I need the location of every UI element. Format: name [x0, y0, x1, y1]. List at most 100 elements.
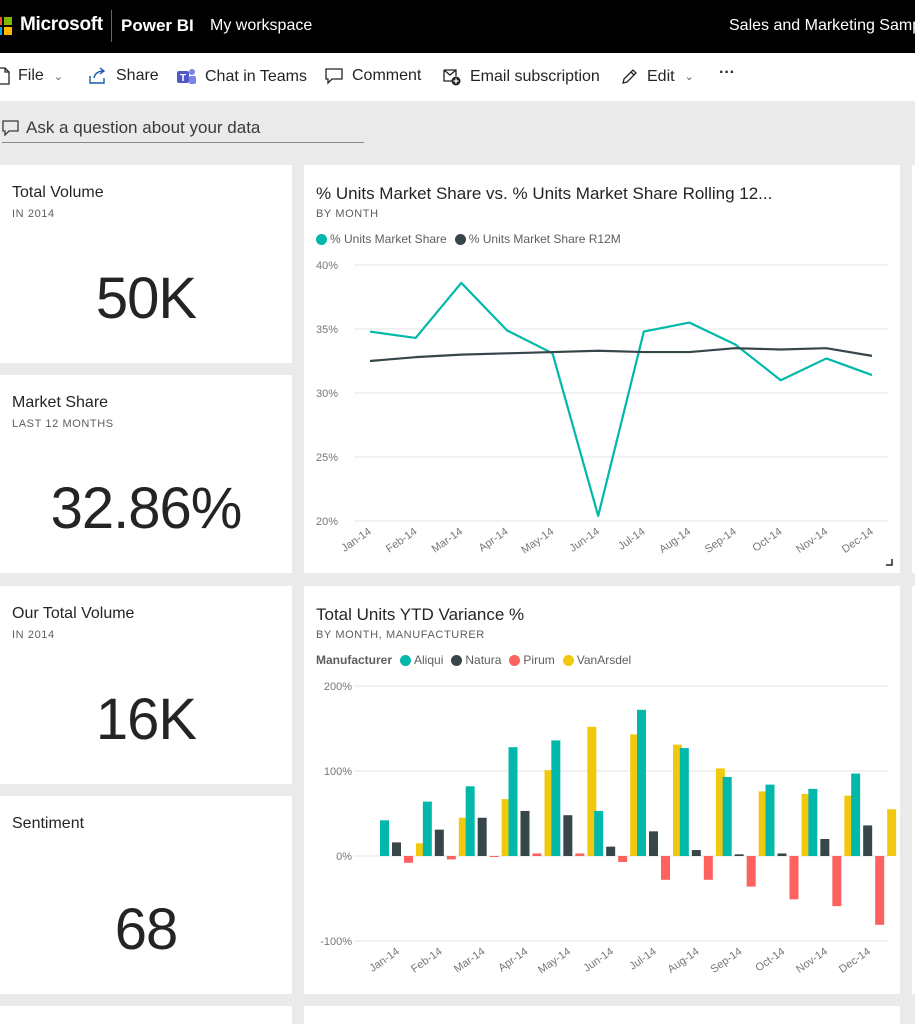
share-label: Share	[116, 67, 159, 84]
chart-subtitle: BY MONTH	[316, 208, 379, 220]
bar	[875, 856, 885, 925]
x-tick-label: Feb-14	[384, 526, 419, 556]
bar	[808, 788, 818, 856]
qa-placeholder: Ask a question about your data	[26, 117, 261, 137]
bar	[649, 831, 658, 856]
y-tick-label: 20%	[316, 516, 338, 528]
bar	[618, 856, 628, 862]
file-icon	[0, 67, 10, 85]
action-toolbar: File ⌄ Share T Chat in Teams Comment Ema…	[0, 53, 915, 101]
chart-legend: Manufacturer Aliqui Natura Pirum VanArsd…	[316, 653, 639, 667]
bar	[630, 734, 640, 856]
x-tick-label: Dec-14	[837, 946, 873, 976]
line-chart-plot: 40% 35% 30% 25% 20%Jan-14 Feb-14 Mar-14 Apr-14 M…	[316, 260, 888, 557]
x-tick-label: May-14	[519, 526, 556, 557]
bar-chart-plot: 200% 100% 0% -100% Jan-14 Feb-14 Mar-14 Apr-14 M…	[320, 681, 897, 977]
tile-partial[interactable]	[304, 1006, 900, 1024]
tile-partial[interactable]	[0, 1006, 292, 1024]
legend-item[interactable]: Pirum	[509, 653, 555, 667]
email-subscription-button[interactable]: Email subscription	[442, 67, 600, 86]
legend-label: % Units Market Share	[330, 232, 447, 246]
comment-icon	[325, 68, 343, 85]
x-tick-label: Jan-14	[339, 526, 373, 555]
bar	[477, 817, 487, 856]
legend-item[interactable]: % Units Market Share R12M	[454, 232, 621, 246]
share-icon	[89, 67, 106, 84]
x-tick-label: Sep-14	[703, 526, 739, 556]
legend-item[interactable]: VanArsdel	[562, 653, 631, 667]
bar	[637, 709, 646, 856]
x-tick-label: Mar-14	[452, 946, 487, 976]
legend-dot	[316, 233, 327, 245]
x-tick-label: Nov-14	[794, 946, 830, 976]
tile-title: Our Total Volume	[12, 605, 135, 622]
chat-in-teams-button[interactable]: T Chat in Teams	[176, 67, 307, 87]
tile-market-share[interactable]: Market Share LAST 12 MONTHS 32.86%	[0, 375, 292, 573]
tile-subtitle: IN 2014	[12, 629, 55, 641]
x-tick-label: Jul-14	[627, 946, 658, 973]
x-tick-label: Nov-14	[794, 526, 830, 556]
x-tick-label: Jan-14	[367, 946, 401, 975]
legend-label: % Units Market Share R12M	[468, 232, 621, 246]
bar	[422, 801, 432, 856]
chevron-down-icon: ⌄	[53, 70, 63, 83]
bar	[520, 810, 530, 856]
bar	[489, 856, 499, 857]
bar	[734, 854, 744, 856]
tile-partial[interactable]	[912, 165, 915, 573]
y-tick-label: 0%	[336, 851, 352, 863]
chat-label: Chat in Teams	[205, 68, 307, 85]
qa-search-input[interactable]: Ask a question about your data	[2, 113, 364, 143]
x-tick-label: Apr-14	[496, 946, 530, 975]
tile-our-total-volume[interactable]: Our Total Volume IN 2014 16K	[0, 586, 292, 784]
legend-item[interactable]: Aliqui	[400, 653, 443, 667]
bar	[661, 856, 670, 880]
legend-title: Manufacturer	[316, 653, 393, 667]
y-tick-label: 25%	[316, 452, 338, 464]
chart-legend: % Units Market Share % Units Market Shar…	[316, 232, 629, 246]
y-tick-label: 35%	[316, 324, 338, 336]
tile-market-share-line-chart[interactable]: % Units Market Share vs. % Units Market …	[304, 165, 900, 573]
tile-title: Sentiment	[12, 815, 85, 832]
tile-partial[interactable]	[912, 586, 915, 994]
x-tick-label: Oct-14	[753, 946, 787, 975]
top-header: Microsoft Power BI My workspace Sales an…	[0, 0, 915, 53]
share-button[interactable]: Share	[88, 67, 159, 85]
legend-item[interactable]: % Units Market Share	[316, 232, 447, 246]
bar	[679, 748, 689, 856]
file-menu-button[interactable]: File ⌄	[0, 67, 63, 85]
tile-sentiment[interactable]: Sentiment 68	[0, 796, 292, 994]
bar	[587, 726, 597, 856]
bar	[863, 825, 873, 856]
y-tick-label: -100%	[320, 936, 352, 948]
product-name[interactable]: Power BI	[121, 16, 194, 35]
edit-menu-button[interactable]: Edit ⌄	[620, 67, 694, 86]
comment-button[interactable]: Comment	[325, 67, 421, 85]
edit-label: Edit	[647, 67, 675, 85]
bar	[575, 853, 585, 856]
teams-icon: T	[177, 69, 196, 84]
legend-dot	[400, 654, 412, 666]
legend-label: Pirum	[523, 653, 555, 667]
focus-mode-icon[interactable]	[884, 557, 894, 567]
tile-ytd-variance-bar-chart[interactable]: Total Units YTD Variance % BY MONTH, MAN…	[304, 586, 900, 994]
legend-item[interactable]: Natura	[451, 653, 501, 667]
logo-square-blue	[0, 27, 2, 35]
x-tick-label: May-14	[536, 946, 573, 977]
chart-subtitle: BY MONTH, MANUFACTURER	[316, 629, 485, 641]
tile-total-volume[interactable]: Total Volume IN 2014 50K	[0, 165, 292, 363]
logo-square-yellow	[4, 27, 12, 35]
bar	[544, 770, 554, 856]
chart-title: Total Units YTD Variance %	[316, 605, 525, 624]
report-title: Sales and Marketing Samp	[729, 17, 915, 34]
chevron-down-icon: ⌄	[684, 71, 694, 83]
x-tick-label: Jul-14	[616, 526, 647, 553]
y-tick-label: 30%	[316, 388, 338, 400]
workspace-link[interactable]: My workspace	[210, 17, 313, 34]
x-tick-label: Apr-14	[477, 526, 511, 555]
bar	[606, 846, 616, 856]
bar	[551, 740, 561, 856]
bar	[851, 773, 861, 856]
speech-bubble-icon	[2, 120, 19, 136]
more-options-button[interactable]: ···	[719, 64, 735, 81]
